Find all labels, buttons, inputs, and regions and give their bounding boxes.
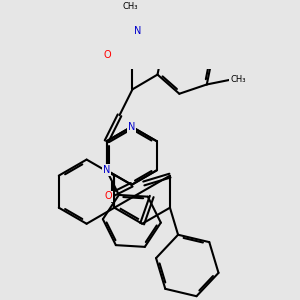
- Text: N: N: [134, 26, 142, 36]
- Text: N: N: [128, 122, 135, 132]
- Text: N: N: [103, 165, 110, 175]
- Text: O: O: [103, 50, 111, 60]
- Text: CH₃: CH₃: [230, 75, 245, 84]
- Text: CH₃: CH₃: [123, 2, 138, 11]
- Text: O: O: [104, 191, 112, 202]
